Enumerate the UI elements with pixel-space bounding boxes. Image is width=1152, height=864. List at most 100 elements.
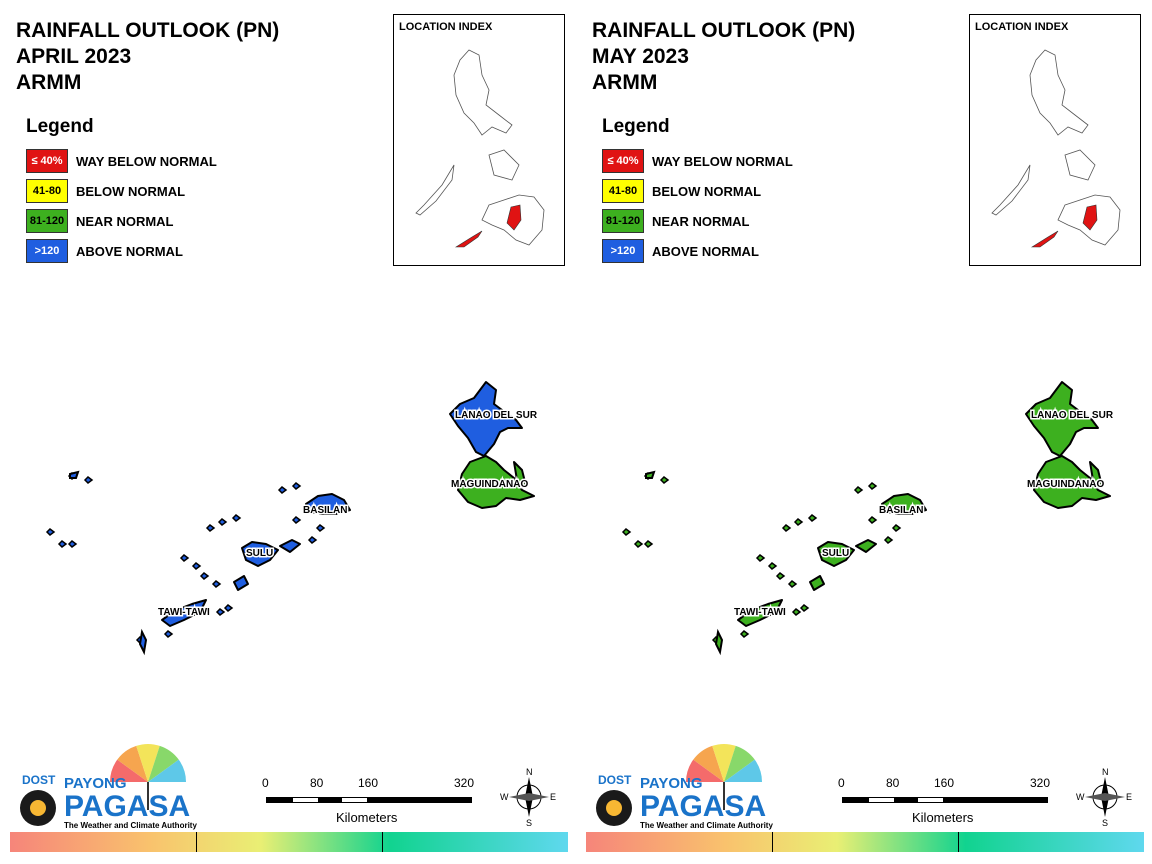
compass-needle-ew — [1085, 793, 1125, 801]
tagline-text: The Weather and Climate Authority — [64, 821, 197, 830]
islet — [739, 630, 750, 638]
tawi-tawi-region — [737, 599, 783, 627]
compass-e: E — [550, 792, 556, 802]
pagasa-text: PAGASA — [64, 790, 190, 823]
islet — [799, 604, 810, 612]
umbrella-canopy-segment — [136, 744, 160, 782]
compass-e: E — [1126, 792, 1132, 802]
sulu-south — [809, 575, 825, 591]
armm-map: LANAO DEL SUR MAGUINDANAO BASILAN SULU TAWI-… — [45, 381, 539, 656]
legend-swatch: >120 — [26, 239, 68, 263]
umbrella-canopy-segment — [686, 759, 724, 782]
panel-may: RAINFALL OUTLOOK (PN) MAY 2023 ARMM Lege… — [576, 0, 1152, 864]
islet — [69, 470, 80, 479]
province-label: LANAO DEL SUR — [455, 410, 538, 421]
compass-s: S — [526, 818, 532, 828]
islet — [791, 608, 802, 616]
payong-text: PAYONG — [64, 775, 127, 792]
lanao-del-sur-region — [449, 381, 523, 457]
islet — [57, 540, 68, 548]
scale-segment — [317, 798, 343, 802]
scale-segment — [868, 798, 894, 802]
armm-highlight — [506, 204, 522, 231]
maguindanao-region — [1033, 455, 1111, 509]
maguindanao-east — [513, 461, 527, 487]
sulu-highlight — [454, 230, 483, 248]
islet — [807, 514, 818, 522]
legend-label: NEAR NORMAL — [652, 213, 750, 229]
legend-swatch: 81-120 — [602, 209, 644, 233]
legend-title: Legend — [26, 116, 94, 137]
islet — [645, 470, 656, 479]
islet — [211, 580, 222, 588]
scale-tick-label: 320 — [1030, 776, 1051, 790]
scale-tick-label: 320 — [454, 776, 475, 790]
footer-divider — [772, 832, 773, 852]
legend-title: Legend — [602, 116, 670, 137]
compass-w: W — [1076, 792, 1085, 802]
basilan-region — [305, 493, 351, 515]
islet — [291, 516, 302, 524]
legend-swatch: 41-80 — [26, 179, 68, 203]
compass-needle-ew — [509, 793, 549, 801]
islet — [138, 628, 148, 656]
islet — [215, 608, 226, 616]
legend-item: ≤ 40% WAY BELOW NORMAL — [602, 146, 793, 176]
sulu-east — [855, 539, 877, 553]
scale-segment — [267, 798, 293, 802]
palawan-shape — [991, 164, 1031, 216]
islet — [277, 486, 288, 494]
legend-swatch: 41-80 — [602, 179, 644, 203]
legend-item: 41-80 BELOW NORMAL — [26, 176, 217, 206]
pagasa-logo: DOST PAYONG PAGASA The Weather and Climate … — [16, 740, 206, 832]
legend-item: 81-120 NEAR NORMAL — [602, 206, 793, 236]
dost-text: DOST — [598, 773, 632, 787]
islet — [179, 554, 190, 562]
philippines-outline — [415, 49, 545, 248]
compass-n: N — [1102, 767, 1109, 777]
philippines-outline — [991, 49, 1121, 248]
footer-divider — [958, 832, 959, 852]
visayas-shape — [488, 149, 520, 181]
islet — [217, 518, 228, 526]
scale-segment — [342, 798, 367, 802]
scale-bar: 0 80 160 320 Kilometers — [262, 776, 482, 826]
sulu-region — [241, 541, 279, 567]
umbrella-canopy-segment — [712, 744, 736, 782]
islet — [45, 528, 56, 536]
islet — [163, 630, 174, 638]
province-label: MAGUINDANAO — [451, 479, 528, 490]
legend-swatch: >120 — [602, 239, 644, 263]
islet — [659, 476, 670, 484]
title-month: APRIL 2023 — [16, 45, 132, 68]
islet — [781, 524, 792, 532]
scale-tick-label: 0 — [838, 776, 845, 790]
islet — [787, 580, 798, 588]
legend: Legend ≤ 40% WAY BELOW NORMAL 41-80 BELOW N… — [26, 116, 217, 266]
footer-divider — [196, 832, 197, 852]
islet — [315, 524, 326, 532]
title-line-1: RAINFALL OUTLOOK (PN) — [16, 19, 280, 42]
luzon-shape — [1029, 49, 1089, 136]
scale-tick-label: 160 — [358, 776, 379, 790]
scale-unit: Kilometers — [912, 810, 974, 825]
islet — [867, 482, 878, 490]
umbrella-canopy-segment — [724, 759, 762, 782]
islet — [775, 572, 786, 580]
visayas-shape — [1064, 149, 1096, 181]
scale-bar-segments — [842, 797, 1048, 803]
islet — [83, 476, 94, 484]
pagasa-seal-sun — [30, 800, 46, 816]
scale-tick-label: 80 — [310, 776, 324, 790]
legend-item: >120 ABOVE NORMAL — [602, 236, 793, 266]
province-label: BASILAN — [879, 505, 923, 516]
title-region: ARMM — [592, 71, 658, 94]
dost-text: DOST — [22, 773, 56, 787]
scale-segment — [943, 798, 1047, 802]
compass-n: N — [526, 767, 533, 777]
color-footer-bar — [586, 832, 1144, 852]
compass-rose-icon: N S E W — [500, 766, 556, 828]
legend-label: ABOVE NORMAL — [76, 243, 183, 259]
